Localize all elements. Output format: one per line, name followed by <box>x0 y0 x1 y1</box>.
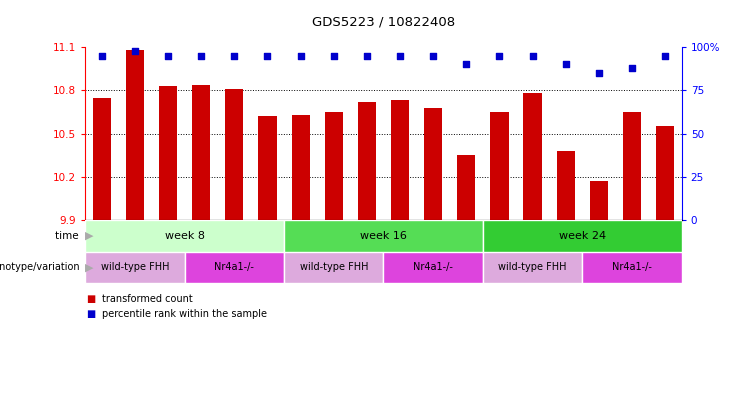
Bar <box>85 252 185 283</box>
Text: wild-type FHH: wild-type FHH <box>499 262 567 272</box>
Text: GSM1322703: GSM1322703 <box>665 222 674 275</box>
Point <box>626 65 638 71</box>
Bar <box>516 220 549 273</box>
Bar <box>119 220 151 273</box>
Text: GSM1322695: GSM1322695 <box>400 222 409 275</box>
Bar <box>325 112 343 220</box>
Point <box>162 53 174 59</box>
Point <box>228 53 240 59</box>
Point <box>394 53 406 59</box>
Text: genotype/variation: genotype/variation <box>0 262 82 272</box>
Bar <box>483 220 682 252</box>
Text: week 8: week 8 <box>165 231 205 241</box>
Text: GDS5223 / 10822408: GDS5223 / 10822408 <box>312 15 455 28</box>
Point <box>328 53 339 59</box>
Bar <box>582 252 682 283</box>
Point <box>295 53 307 59</box>
Bar <box>284 220 317 273</box>
Text: GSM1322701: GSM1322701 <box>599 222 608 275</box>
Bar <box>384 252 483 283</box>
Point <box>659 53 671 59</box>
Bar <box>483 220 516 273</box>
Text: week 16: week 16 <box>360 231 407 241</box>
Bar <box>251 220 284 273</box>
Bar <box>225 89 244 220</box>
Bar <box>358 102 376 220</box>
Bar <box>582 220 616 273</box>
Text: ▶: ▶ <box>84 231 93 241</box>
Bar <box>218 220 251 273</box>
Bar <box>648 220 682 273</box>
Bar <box>384 220 416 273</box>
Bar <box>391 101 409 220</box>
Point <box>460 61 472 68</box>
Bar <box>483 252 582 283</box>
Bar <box>656 127 674 220</box>
Text: wild-type FHH: wild-type FHH <box>101 262 169 272</box>
Bar <box>185 220 218 273</box>
Text: GSM1322700: GSM1322700 <box>565 222 575 275</box>
Text: GSM1322692: GSM1322692 <box>301 222 310 275</box>
Text: week 24: week 24 <box>559 231 606 241</box>
Bar <box>291 115 310 220</box>
Text: GSM1322690: GSM1322690 <box>234 222 243 275</box>
Text: GSM1322691: GSM1322691 <box>268 222 276 275</box>
Point <box>196 53 207 59</box>
Text: ▶: ▶ <box>84 262 93 272</box>
Text: Nr4a1-/-: Nr4a1-/- <box>612 262 652 272</box>
Point <box>593 70 605 76</box>
Point <box>527 53 539 59</box>
Point <box>494 53 505 59</box>
Point <box>96 53 107 59</box>
Point <box>262 53 273 59</box>
Text: GSM1322687: GSM1322687 <box>135 222 144 275</box>
Bar <box>85 220 119 273</box>
Text: GSM1322698: GSM1322698 <box>499 222 508 275</box>
Bar <box>259 116 276 220</box>
Text: GSM1322688: GSM1322688 <box>168 222 177 275</box>
Text: wild-type FHH: wild-type FHH <box>299 262 368 272</box>
Bar <box>284 220 483 252</box>
Text: Nr4a1-/-: Nr4a1-/- <box>214 262 254 272</box>
Bar <box>616 220 648 273</box>
Bar <box>151 220 185 273</box>
Bar <box>284 252 384 283</box>
Bar <box>491 112 508 220</box>
Point <box>428 53 439 59</box>
Point <box>559 61 571 68</box>
Text: GSM1322686: GSM1322686 <box>102 222 111 275</box>
Text: GSM1322693: GSM1322693 <box>333 222 343 275</box>
Text: GSM1322694: GSM1322694 <box>367 222 376 275</box>
Text: ■: ■ <box>87 294 100 304</box>
Bar <box>549 220 582 273</box>
Bar <box>159 86 177 220</box>
Bar <box>317 220 350 273</box>
Text: GSM1322699: GSM1322699 <box>533 222 542 275</box>
Point <box>129 48 141 54</box>
Text: ■: ■ <box>87 309 100 320</box>
Bar <box>350 220 384 273</box>
Bar <box>590 181 608 220</box>
Bar <box>523 93 542 220</box>
Text: GSM1322702: GSM1322702 <box>632 222 641 275</box>
Bar <box>126 50 144 220</box>
Text: GSM1322689: GSM1322689 <box>202 222 210 275</box>
Text: Nr4a1-/-: Nr4a1-/- <box>413 262 453 272</box>
Bar <box>93 97 111 220</box>
Text: percentile rank within the sample: percentile rank within the sample <box>102 309 267 320</box>
Text: GSM1322697: GSM1322697 <box>466 222 475 275</box>
Bar <box>424 108 442 220</box>
Text: time: time <box>56 231 82 241</box>
Bar <box>623 112 641 220</box>
Text: GSM1322696: GSM1322696 <box>433 222 442 275</box>
Bar <box>85 220 284 252</box>
Text: transformed count: transformed count <box>102 294 192 304</box>
Bar <box>416 220 450 273</box>
Bar <box>192 84 210 220</box>
Point <box>361 53 373 59</box>
Bar <box>556 151 575 220</box>
Bar <box>457 155 476 220</box>
Bar <box>450 220 483 273</box>
Bar <box>185 252 284 283</box>
